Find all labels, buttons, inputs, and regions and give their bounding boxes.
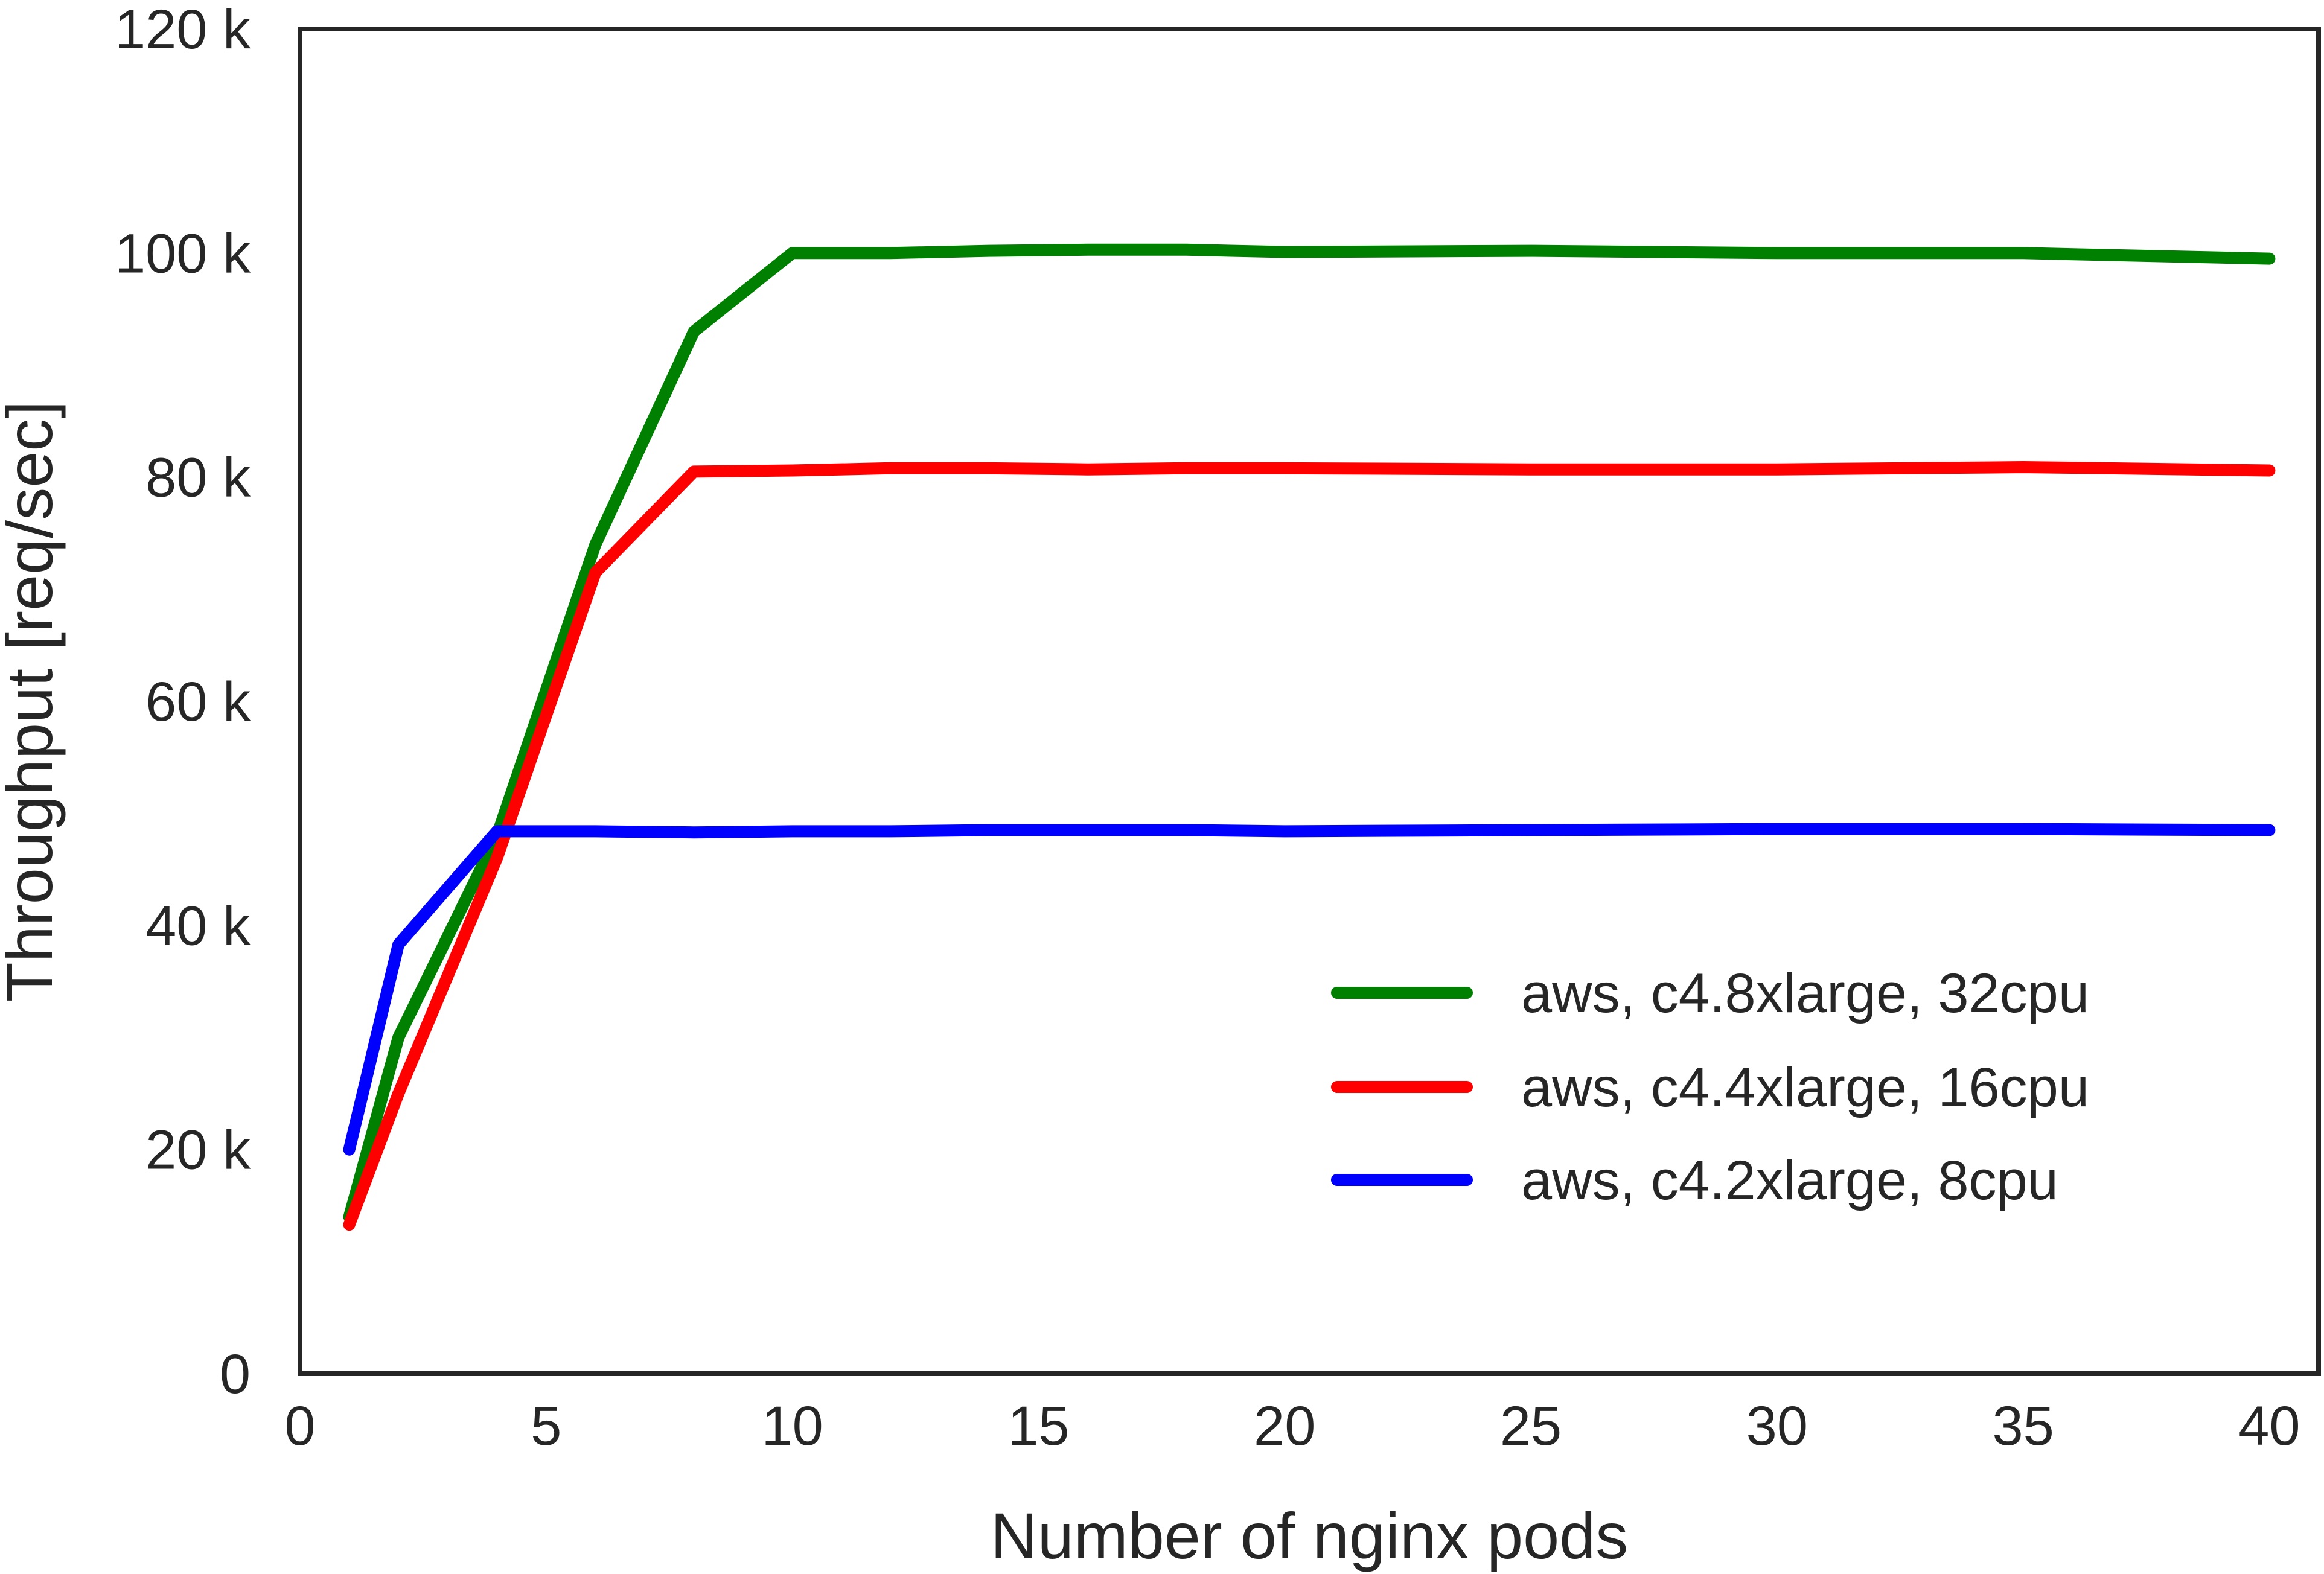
- x-tick-label: 40: [2238, 1395, 2300, 1457]
- series-line-3: [343, 823, 2276, 1156]
- series-layer: [343, 243, 2276, 1231]
- legend: aws, c4.8xlarge, 32cpu aws, c4.4xlarge, 1…: [1331, 963, 2089, 1211]
- series-line-2: [343, 461, 2276, 1231]
- y-tick-label: 20 k: [145, 1120, 251, 1181]
- legend-label-2: aws, c4.4xlarge, 16cpu: [1521, 1057, 2089, 1118]
- legend-label-3: aws, c4.2xlarge, 8cpu: [1521, 1150, 2058, 1211]
- x-tick-label: 5: [531, 1395, 561, 1457]
- x-tick-label: 35: [1992, 1395, 2054, 1457]
- y-tick-label: 100 k: [115, 223, 251, 284]
- x-tick-label: 0: [284, 1395, 315, 1457]
- legend-label-1: aws, c4.8xlarge, 32cpu: [1521, 963, 2089, 1024]
- y-tick-label: 0: [220, 1343, 251, 1405]
- axes-layer: 0 5 10 15 20 25 30 35 40 0 20 k 40 k 60 k 80 k 100 k 12…: [115, 0, 2300, 1457]
- y-tick-label: 120 k: [115, 0, 251, 60]
- x-tick-label: 15: [1007, 1395, 1069, 1457]
- y-tick-label: 60 k: [145, 671, 251, 733]
- y-tick-label: 80 k: [145, 447, 251, 509]
- x-tick-label: 20: [1254, 1395, 1315, 1457]
- y-axis-label: Throughput [req/sec]: [0, 401, 66, 1002]
- x-tick-label: 10: [761, 1395, 823, 1457]
- series-line-1: [343, 243, 2276, 1223]
- plot-area: [298, 27, 2321, 1376]
- x-tick-label: 30: [1746, 1395, 1808, 1457]
- y-tick-label: 40 k: [145, 895, 251, 957]
- plot-frame: [298, 27, 2321, 1376]
- x-axis-label: Number of nginx pods: [991, 1499, 1629, 1572]
- x-tick-label: 25: [1500, 1395, 1562, 1457]
